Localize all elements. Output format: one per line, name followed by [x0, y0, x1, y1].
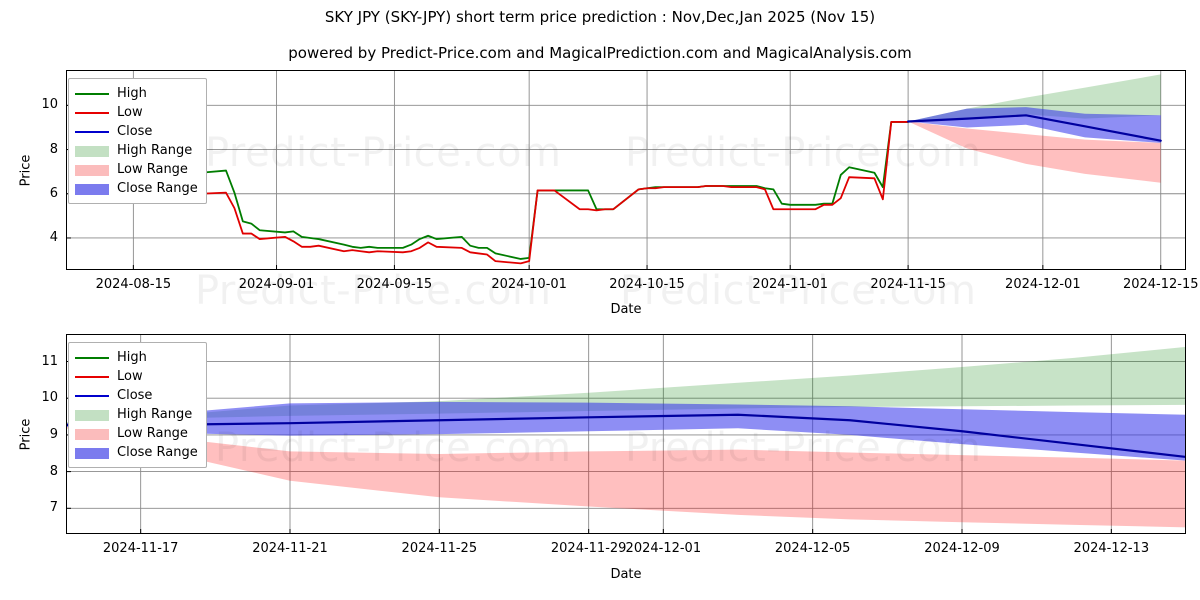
close-range-band	[908, 107, 1161, 143]
legend-item-close: Close	[75, 122, 198, 141]
legend-swatch-patch-icon	[75, 427, 109, 441]
legend-label: Low Range	[117, 162, 188, 177]
y-tick-label: 8	[49, 141, 58, 157]
legend-swatch-line-icon	[75, 389, 109, 403]
low-range-band	[908, 121, 1161, 183]
high-line	[107, 121, 910, 260]
legend-label: High Range	[117, 143, 193, 158]
legend-label: High Range	[117, 407, 193, 422]
close-line	[907, 114, 1162, 142]
legend-label: Close Range	[117, 181, 198, 196]
legend-item-high: High	[75, 84, 198, 103]
y-tick-label: 8	[49, 463, 58, 479]
x-tick-label: 2024-09-01	[238, 277, 315, 292]
legend-swatch-patch-icon	[75, 446, 109, 460]
detail-x-axis-label: Date	[610, 567, 642, 582]
legend-item-high-range: High Range	[75, 141, 198, 160]
legend-label: Close Range	[117, 445, 198, 460]
x-tick-label: 2024-12-09	[924, 541, 1000, 556]
x-tick-label: 2024-12-01	[1005, 277, 1081, 292]
close-line	[66, 413, 1186, 459]
overview-legend: High Low Close High Range Low Range Close Ran…	[68, 78, 207, 204]
overview-chart	[66, 70, 1186, 270]
legend-label: Low	[117, 105, 143, 120]
legend-item-high-range: High Range	[75, 405, 198, 424]
detail-chart	[66, 334, 1186, 534]
legend-label: High	[117, 86, 147, 101]
legend-label: Low Range	[117, 426, 188, 441]
y-tick-label: 7	[49, 500, 58, 516]
close-range-band	[66, 401, 1186, 461]
y-tick-label: 4	[49, 229, 58, 245]
legend-swatch-line-icon	[75, 87, 109, 101]
legend-swatch-line-icon	[75, 106, 109, 120]
legend-swatch-patch-icon	[75, 144, 109, 158]
page-subtitle: powered by Predict-Price.com and Magical…	[288, 44, 912, 62]
legend-item-close-range: Close Range	[75, 179, 198, 198]
x-tick-label: 2024-11-21	[252, 541, 328, 556]
x-tick-label: 2024-12-05	[774, 541, 851, 556]
legend-swatch-patch-icon	[75, 163, 109, 177]
x-tick-label: 2024-10-01	[491, 277, 567, 292]
overview-x-axis-label: Date	[610, 302, 642, 317]
legend-swatch-line-icon	[75, 370, 109, 384]
x-tick-label: 2024-11-15	[870, 277, 946, 292]
y-tick-label: 9	[49, 426, 58, 442]
y-tick-label: 6	[49, 185, 58, 201]
legend-swatch-patch-icon	[75, 182, 109, 196]
y-tick-label: 10	[41, 97, 58, 113]
x-tick-label: 2024-09-15	[356, 277, 433, 292]
x-tick-label: 2024-12-15	[1122, 277, 1199, 292]
legend-item-close-range: Close Range	[75, 443, 198, 462]
x-tick-label: 2024-10-15	[609, 277, 685, 292]
legend-label: Close	[117, 388, 153, 403]
x-tick-label: 2024-11-17	[102, 541, 179, 556]
x-tick-label: 2024-12-01	[625, 541, 702, 556]
legend-item-high: High	[75, 348, 198, 367]
overview-plot-area	[66, 70, 1186, 270]
legend-swatch-line-icon	[75, 351, 109, 365]
legend-item-low-range: Low Range	[75, 424, 198, 443]
legend-swatch-line-icon	[75, 125, 109, 139]
legend-label: Low	[117, 369, 143, 384]
y-tick-label: 10	[41, 390, 58, 406]
x-tick-label: 2024-08-15	[95, 277, 172, 292]
low-range-band	[66, 426, 1186, 528]
x-tick-label: 2024-11-01	[752, 277, 828, 292]
detail-plot-area	[66, 334, 1186, 534]
x-tick-label: 2024-11-29	[550, 541, 627, 556]
legend-item-close: Close	[75, 386, 198, 405]
legend-label: High	[117, 350, 147, 365]
x-tick-label: 2024-12-13	[1073, 541, 1150, 556]
legend-item-low-range: Low Range	[75, 160, 198, 179]
legend-label: Close	[117, 124, 153, 139]
x-tick-label: 2024-11-25	[401, 541, 478, 556]
detail-legend: High Low Close High Range Low Range Close Ran…	[68, 342, 207, 468]
page-title: SKY JPY (SKY-JPY) short term price predi…	[324, 8, 876, 26]
legend-swatch-patch-icon	[75, 408, 109, 422]
legend-item-low: Low	[75, 103, 198, 122]
legend-item-low: Low	[75, 367, 198, 386]
y-tick-label: 11	[41, 353, 58, 369]
low-line	[107, 121, 910, 265]
